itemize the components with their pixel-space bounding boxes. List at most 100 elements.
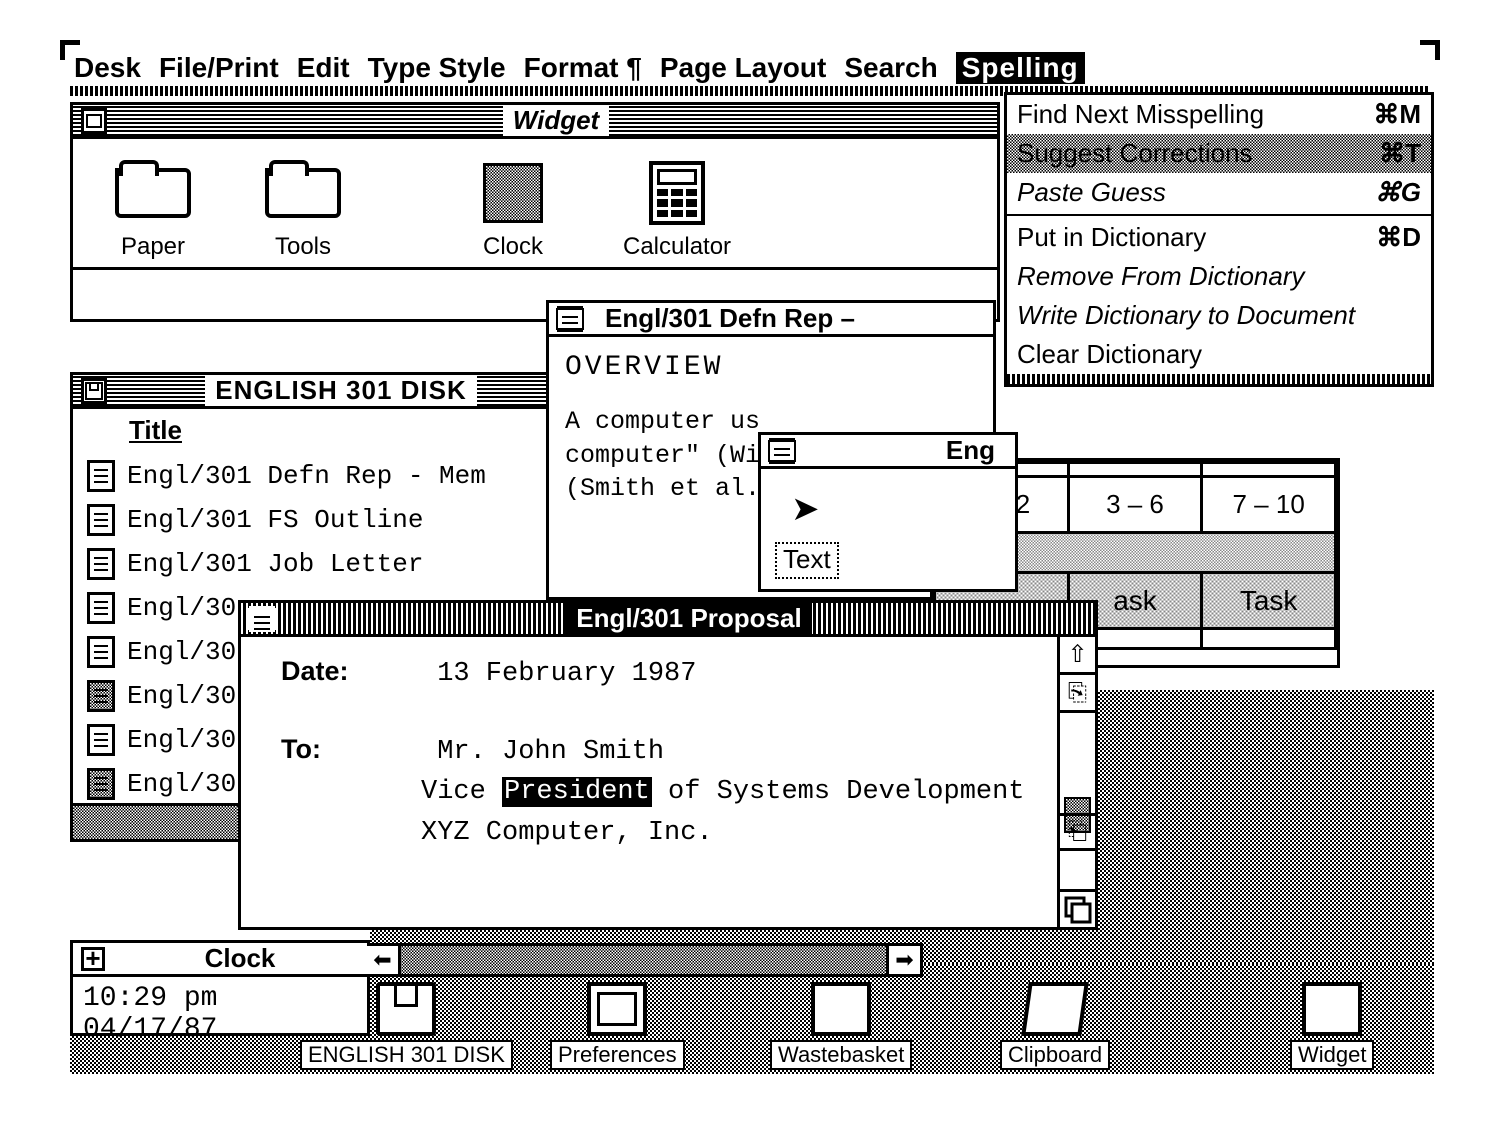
spelling-put-dict[interactable]: Put in Dictionary ⌘D bbox=[1007, 218, 1431, 257]
defn-titlebar[interactable]: Engl/301 Defn Rep – bbox=[549, 303, 993, 337]
disk-column-header[interactable]: Title bbox=[73, 409, 567, 450]
disk-title: ENGLISH 301 DISK bbox=[205, 375, 477, 406]
text-tool-label: Text bbox=[783, 544, 831, 574]
clock-window: + Clock ⬅ ➡ 10:29 pm 04/17/87 bbox=[70, 940, 370, 1036]
file-row[interactable]: Engl/301 Job Letter bbox=[87, 542, 557, 586]
icon-label: Clipboard bbox=[1000, 1040, 1110, 1070]
to-name: Mr. John Smith bbox=[437, 737, 664, 767]
icon-label: Wastebasket bbox=[770, 1040, 912, 1070]
proposal-title: Engl/301 Proposal bbox=[566, 603, 811, 634]
file-name: Engl/30 bbox=[127, 769, 236, 799]
paint-titlebar[interactable]: Eng bbox=[761, 435, 1015, 469]
scroll-pagedown-button[interactable]: ⎗ bbox=[1060, 813, 1095, 851]
to-label: To: bbox=[281, 729, 421, 770]
menu-spelling[interactable]: Spelling bbox=[956, 52, 1085, 84]
spelling-clear-dict[interactable]: Clear Dictionary bbox=[1007, 335, 1431, 374]
menu-fileprint[interactable]: File/Print bbox=[159, 52, 279, 84]
plus-icon: + bbox=[85, 943, 100, 974]
h-scrollbar[interactable]: ⬅ ➡ bbox=[367, 943, 923, 977]
menu-item-label: Paste Guess bbox=[1017, 177, 1166, 208]
paint-close-button[interactable] bbox=[769, 438, 795, 464]
close-icon bbox=[86, 114, 102, 128]
table-cell[interactable]: 3 – 6 bbox=[1068, 477, 1202, 533]
widget-icon-calculator[interactable]: Calculator bbox=[623, 163, 731, 261]
menu-format[interactable]: Format ¶ bbox=[524, 52, 642, 84]
widget-title: Widget bbox=[503, 105, 609, 136]
menu-desk[interactable]: Desk bbox=[74, 52, 141, 84]
document-icon bbox=[556, 308, 584, 330]
scroll-up-button[interactable]: ⇧ bbox=[1060, 637, 1095, 675]
spelling-paste-guess[interactable]: Paste Guess ⌘G bbox=[1007, 173, 1431, 212]
scroll-pageup-button[interactable]: ⎘ bbox=[1060, 675, 1095, 713]
proposal-body[interactable]: Date: 13 February 1987 To: Mr. John Smit… bbox=[241, 637, 1095, 927]
scroll-left-button[interactable]: ⬅ bbox=[367, 946, 401, 974]
to-title-post: of Systems Development bbox=[652, 777, 1025, 807]
scroll-right-button[interactable]: ➡ bbox=[886, 946, 920, 974]
date-value: 13 February 1987 bbox=[437, 659, 696, 689]
spelling-write-dict[interactable]: Write Dictionary to Document bbox=[1007, 296, 1431, 335]
spelling-suggest[interactable]: Suggest Corrections ⌘T bbox=[1007, 134, 1431, 173]
disk-icon bbox=[376, 982, 436, 1036]
menu-typestyle[interactable]: Type Style bbox=[368, 52, 506, 84]
spelling-remove-dict[interactable]: Remove From Dictionary bbox=[1007, 257, 1431, 296]
document-icon bbox=[87, 592, 115, 624]
defn-heading: OVERVIEW bbox=[565, 349, 977, 387]
desktop-icon-preferences[interactable]: Preferences bbox=[550, 982, 685, 1070]
menu-edit[interactable]: Edit bbox=[297, 52, 350, 84]
date-label: Date: bbox=[281, 651, 421, 692]
menu-item-label: Put in Dictionary bbox=[1017, 222, 1206, 253]
disk-titlebar[interactable]: ENGLISH 301 DISK bbox=[73, 375, 567, 409]
disk-close-button[interactable] bbox=[81, 378, 107, 404]
menu-pagelayout[interactable]: Page Layout bbox=[660, 52, 826, 84]
menu-item-label: Clear Dictionary bbox=[1017, 339, 1202, 370]
to-title-pre: Vice bbox=[421, 777, 502, 807]
text-tool[interactable]: Text bbox=[775, 542, 839, 579]
document-icon bbox=[87, 548, 115, 580]
proposal-close-button[interactable] bbox=[249, 606, 275, 632]
defn-close-button[interactable] bbox=[557, 306, 583, 332]
file-name: Engl/30 bbox=[127, 725, 236, 755]
document-icon bbox=[87, 768, 115, 800]
icon-label: Calculator bbox=[623, 233, 731, 261]
proposal-titlebar[interactable]: Engl/301 Proposal bbox=[241, 603, 1095, 637]
proposal-scrollbar[interactable]: ⇧ ⎘ ⎗ ⇩ bbox=[1057, 637, 1095, 927]
widget-icon-clock[interactable]: Clock bbox=[473, 163, 553, 261]
resize-icon bbox=[1060, 892, 1094, 926]
pointer-icon: ➤ bbox=[791, 489, 820, 529]
spelling-find-next[interactable]: Find Next Misspelling ⌘M bbox=[1007, 95, 1431, 134]
table-cell[interactable]: 7 – 10 bbox=[1202, 477, 1336, 533]
desktop-icon-wastebasket[interactable]: Wastebasket bbox=[770, 982, 912, 1070]
widget-icon-tools[interactable]: Tools bbox=[263, 163, 343, 261]
menu-item-shortcut: ⌘D bbox=[1376, 222, 1421, 253]
to-title-highlight: President bbox=[502, 777, 652, 807]
clock-titlebar[interactable]: + Clock ⬅ ➡ bbox=[73, 943, 367, 977]
file-name: Engl/301 Job Letter bbox=[127, 549, 423, 579]
icon-label: Clock bbox=[473, 233, 553, 261]
document-icon bbox=[87, 680, 115, 712]
desktop-icon-widget[interactable]: Widget bbox=[1290, 982, 1374, 1070]
table-cell[interactable]: Task bbox=[1202, 573, 1336, 629]
resize-handle[interactable] bbox=[1057, 889, 1095, 927]
clipboard-icon bbox=[1021, 982, 1089, 1036]
file-name: Engl/30 bbox=[127, 681, 236, 711]
document-icon bbox=[87, 636, 115, 668]
menu-item-label: Write Dictionary to Document bbox=[1017, 300, 1355, 331]
widget-icon-paper[interactable]: Paper bbox=[113, 163, 193, 261]
disk-icon bbox=[85, 382, 103, 400]
widget-window: Widget Paper Tools Clock Calculator bbox=[70, 102, 1000, 322]
icon-label: Paper bbox=[113, 233, 193, 261]
file-row[interactable]: Engl/301 Defn Rep - Mem bbox=[87, 454, 557, 498]
file-row[interactable]: Engl/301 FS Outline bbox=[87, 498, 557, 542]
document-icon bbox=[87, 724, 115, 756]
widget-titlebar[interactable]: Widget bbox=[73, 105, 997, 139]
menubar[interactable]: Desk File/Print Edit Type Style Format ¶… bbox=[70, 50, 1430, 88]
clock-title: Clock bbox=[195, 943, 286, 974]
menu-search[interactable]: Search bbox=[844, 52, 937, 84]
file-name: Engl/301 Defn Rep - Mem bbox=[127, 461, 486, 491]
paint-title: Eng bbox=[936, 435, 1005, 466]
clock-close-button[interactable]: + bbox=[81, 947, 105, 971]
desktop-icon-clipboard[interactable]: Clipboard bbox=[1000, 982, 1110, 1070]
widget-close-button[interactable] bbox=[81, 108, 107, 134]
menu-item-label: Find Next Misspelling bbox=[1017, 99, 1264, 130]
calculator-icon bbox=[649, 161, 705, 225]
